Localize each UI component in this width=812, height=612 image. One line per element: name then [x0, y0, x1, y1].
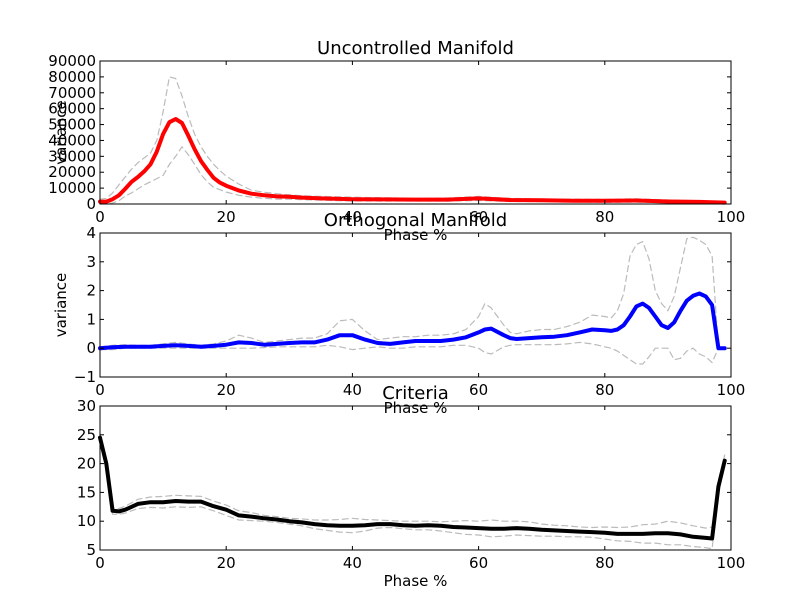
plot-frame [99, 60, 732, 205]
x-axis-label: Phase % [384, 399, 448, 417]
y-tick-label: −1 [74, 368, 96, 386]
y-axis-label: variance [52, 100, 70, 165]
x-axis-label: Phase % [384, 226, 448, 244]
x-tick-label: 80 [595, 554, 614, 572]
x-tick-label: 80 [595, 381, 614, 399]
y-tick-label: 20000 [48, 163, 96, 181]
plot-frame [99, 405, 732, 551]
y-tick-label: 2 [86, 282, 96, 300]
x-tick-label: 100 [717, 381, 746, 399]
y-tick-label: 10000 [48, 179, 96, 197]
y-tick-label: 15 [77, 483, 96, 501]
x-tick-label: 0 [95, 554, 105, 572]
x-tick-label: 20 [217, 554, 236, 572]
x-tick-label: 40 [343, 381, 362, 399]
x-tick-label: 20 [217, 381, 236, 399]
x-tick-label: 20 [217, 208, 236, 226]
y-tick-label: 50000 [48, 116, 96, 134]
y-tick-label: 1 [86, 310, 96, 328]
chart-title: Criteria [382, 383, 449, 404]
series-lower-line [99, 341, 726, 365]
x-tick-label: 100 [717, 554, 746, 572]
y-tick-label: 90000 [48, 52, 96, 70]
y-axis-label: variance [52, 273, 70, 338]
x-tick-label: 100 [717, 208, 746, 226]
series-lower-line [99, 146, 726, 205]
series-lower-line [99, 442, 726, 550]
y-tick-label: 30 [77, 397, 96, 415]
y-tick-label: 0 [86, 195, 96, 213]
x-tick-label: 60 [469, 554, 488, 572]
series-upper-line [99, 76, 726, 203]
y-tick-label: 0 [86, 339, 96, 357]
x-axis-label: Phase % [384, 572, 448, 590]
y-tick-label: 60000 [48, 100, 96, 118]
series-upper-line [99, 236, 726, 349]
series-upper-line [99, 434, 726, 529]
x-tick-label: 0 [95, 381, 105, 399]
plot-frame [99, 232, 732, 378]
y-tick-label: 30000 [48, 147, 96, 165]
series-mean-line [98, 117, 727, 205]
y-tick-label: 5 [86, 541, 96, 559]
y-tick-label: 20 [77, 455, 96, 473]
y-tick-label: 3 [86, 253, 96, 271]
chart-title: Uncontrolled Manifold [317, 38, 514, 59]
x-tick-label: 60 [469, 208, 488, 226]
x-tick-label: 40 [343, 208, 362, 226]
y-tick-label: 40000 [48, 131, 96, 149]
y-tick-label: 4 [86, 224, 96, 242]
y-tick-label: 80000 [48, 68, 96, 86]
y-tick-label: 10 [77, 512, 96, 530]
x-tick-label: 0 [95, 208, 105, 226]
x-tick-label: 40 [343, 554, 362, 572]
subplot-1: 0 20 40 60 80 1000100002000030000400005000060… [48, 38, 745, 244]
series-mean-line [98, 291, 727, 351]
y-tick-label: 70000 [48, 84, 96, 102]
y-tick-label: 25 [77, 426, 96, 444]
x-tick-label: 60 [469, 381, 488, 399]
chart-title: Orthogonal Manifold [324, 210, 507, 231]
series-mean-line [98, 435, 727, 541]
x-tick-label: 80 [595, 208, 614, 226]
